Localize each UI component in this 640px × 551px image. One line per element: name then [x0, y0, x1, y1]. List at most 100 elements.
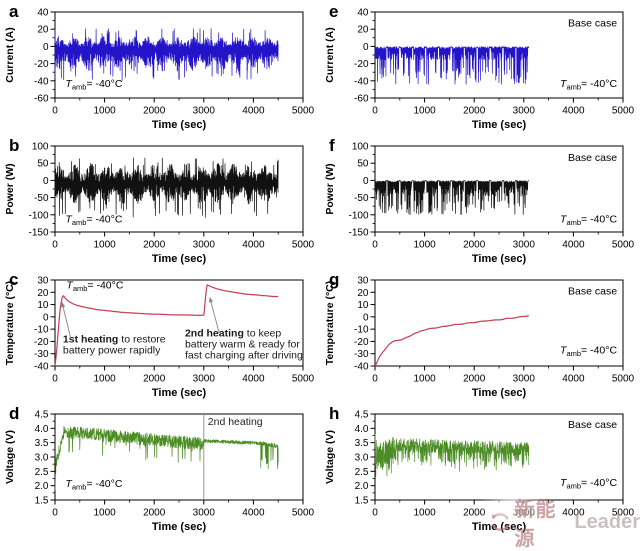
panel-a-chart: 0 1000 2000 3000 4000 5000 -60 -40 -20 0 20 40 Time … [4, 8, 315, 132]
panel-e-xtick-label: 0 [372, 106, 378, 117]
panel-d-ytick-label: 3.5 [35, 438, 49, 449]
panel-b-xtick-label: 5000 [292, 240, 315, 251]
panel-d-ylabel: Voltage (V) [4, 430, 16, 484]
panel-f-ytick-label: -100 [348, 210, 368, 221]
panel-f-chart: 0 1000 2000 3000 4000 5000 -150 -100 -50 0 50 100 Ti… [324, 142, 635, 266]
panel-a-series [54, 28, 279, 81]
panel-e-base-case-label: Base case [568, 18, 617, 30]
panel-g-xtick-label: 3000 [513, 374, 536, 385]
panel-a-ytick-label: -20 [34, 59, 49, 70]
panel-a-ticks: 0 1000 2000 3000 4000 5000 -60 -40 -20 0 20 40 [34, 8, 315, 117]
panel-c-xtick-label: 0 [52, 374, 58, 385]
panel-e-tamb-label: Tamb= -40°C [560, 78, 617, 92]
panel-f-xtick-label: 1000 [413, 240, 436, 251]
panel-h: h 0 1000 2000 3000 4000 5000 1.5 2.0 2.5 3.0 3.5 4.… [320, 402, 640, 536]
panel-c-annotation-line: battery warm & ready for [185, 339, 300, 351]
panel-h-chart: 0 1000 2000 3000 4000 5000 1.5 2.0 2.5 3.0 3.5 4.0 4… [324, 410, 635, 534]
panel-h-ytick-label: 4.0 [355, 424, 369, 435]
panel-c-letter: c [9, 270, 19, 289]
panel-f-series [374, 180, 529, 216]
panel-a-xtick-label: 3000 [193, 106, 216, 117]
panel-g-xtick-label: 0 [372, 374, 378, 385]
panel-d-ytick-label: 3.0 [35, 453, 49, 464]
panel-c-ytick-label: -30 [34, 349, 49, 360]
panel-b-xtick-label: 0 [52, 240, 58, 251]
panel-d-ytick-label: 1.5 [35, 496, 49, 507]
panel-d-xtick-label: 3000 [193, 508, 216, 519]
panel-f-ylabel: Power (W) [324, 163, 336, 214]
panel-f-ytick-label: 50 [357, 159, 369, 170]
panel-g-chart: 0 1000 2000 3000 4000 5000-40-30-20-100102030… [324, 276, 635, 400]
panel-f-tamb-label: Tamb= -40°C [560, 214, 617, 228]
panel-d-chart: 0 1000 2000 3000 4000 5000 1.5 2.0 2.5 3.0 3.5 4.0 4… [4, 410, 315, 534]
panel-a-ylabel: Current (A) [4, 27, 16, 82]
panel-d-tamb-label: Tamb= -40°C [65, 478, 122, 492]
panel-g-ytick-label: 20 [357, 288, 369, 299]
panel-d-xtick-label: 2000 [143, 508, 166, 519]
panel-h-series [374, 434, 530, 477]
panel-d-ytick-label: 2.0 [35, 481, 49, 492]
panel-h-xtick-label: 0 [372, 508, 378, 519]
panel-c-annotation-line: battery power rapidly [63, 345, 161, 357]
panel-c-ytick-label: 20 [37, 288, 49, 299]
panel-e-ticks: 0 1000 2000 3000 4000 5000 -60 -40 -20 0 20 40 [354, 8, 635, 117]
panel-a-xtick-label: 2000 [143, 106, 166, 117]
panel-c-annotation-arrow [61, 302, 72, 340]
panel-c-annotation-line: 2nd heating to keep [185, 328, 281, 340]
panel-b-ytick-label: -100 [28, 210, 48, 221]
panel-b-ytick-label: -50 [34, 193, 49, 204]
panel-e-chart: 0 1000 2000 3000 4000 5000 -60 -40 -20 0 20 40 Time … [324, 8, 635, 132]
panel-f-base-case-label: Base case [568, 152, 617, 164]
panel-d-vline-label: 2nd heating [208, 416, 263, 428]
panel-d-letter: d [9, 404, 20, 423]
panel-b: b 0 1000 2000 3000 4000 5000 -150 -100 -50 0 50 100… [0, 134, 320, 268]
panel-h-tamb-label: Tamb= -40°C [560, 477, 617, 491]
panel-a-xtick-label: 4000 [242, 106, 265, 117]
panel-g-ytick-label: 0 [363, 312, 369, 323]
panel-b-series [54, 157, 279, 218]
panel-b-ytick-label: 0 [43, 176, 49, 187]
panel-e-letter: e [329, 2, 339, 21]
panel-c-xtick-label: 4000 [242, 374, 265, 385]
panel-e-ytick-label: 20 [357, 25, 369, 36]
panel-h-xtick-label: 2000 [463, 508, 486, 519]
panel-f-ytick-label: 0 [363, 176, 369, 187]
panel-g-ytick-label: -30 [354, 349, 369, 360]
panel-c-ytick-label: 10 [37, 300, 49, 311]
panel-f-ytick-label: -150 [348, 228, 368, 239]
panel-a-ytick-label: 0 [43, 42, 49, 53]
panel-g-ytick-label: -40 [354, 362, 369, 373]
panel-d-ytick-label: 4.0 [35, 424, 49, 435]
panel-b-ytick-label: -150 [28, 228, 48, 239]
panel-h-ytick-label: 2.0 [355, 481, 369, 492]
panel-b-xtick-label: 4000 [242, 240, 265, 251]
panel-e-xtick-label: 3000 [513, 106, 536, 117]
panel-h-xtick-label: 3000 [513, 508, 536, 519]
panel-e-ylabel: Current (A) [324, 27, 336, 82]
panel-h-xtick-label: 1000 [413, 508, 436, 519]
panel-c-annotation-arrowhead [60, 302, 66, 308]
panel-c-series [54, 284, 279, 366]
panel-e-xtick-label: 2000 [463, 106, 486, 117]
panel-g-letter: g [329, 270, 340, 289]
panel-b-ytick-label: 50 [37, 159, 49, 170]
panel-a-ytick-label: -60 [34, 94, 49, 105]
panel-h-ytick-label: 3.0 [355, 453, 369, 464]
panel-c-ytick-label: -40 [34, 362, 49, 373]
panel-g-ytick-label: 30 [357, 276, 369, 287]
panel-g-ytick-label: -20 [354, 337, 369, 348]
panel-b-ticks: 0 1000 2000 3000 4000 5000 -150 -100 -50 0 50 100 [28, 142, 314, 251]
panel-a-xtick-label: 0 [52, 106, 58, 117]
panel-a-xlabel: Time (sec) [152, 119, 207, 131]
panel-h-ytick-label: 2.5 [355, 467, 369, 478]
panel-f: f 0 1000 2000 3000 4000 5000 -150 -100 -50 0 50 100… [320, 134, 640, 268]
panel-e-xtick-label: 5000 [612, 106, 635, 117]
panel-c-xtick-label: 2000 [143, 374, 166, 385]
panel-h-xtick-label: 5000 [612, 508, 635, 519]
panel-e-ytick-label: -40 [354, 76, 369, 87]
panel-f-ticks: 0 1000 2000 3000 4000 5000 -150 -100 -50 0 50 100 [348, 142, 634, 251]
panel-c-annotation-arrowhead [208, 297, 214, 303]
panel-d-xtick-label: 5000 [292, 508, 315, 519]
panel-h-ylabel: Voltage (V) [324, 430, 336, 484]
